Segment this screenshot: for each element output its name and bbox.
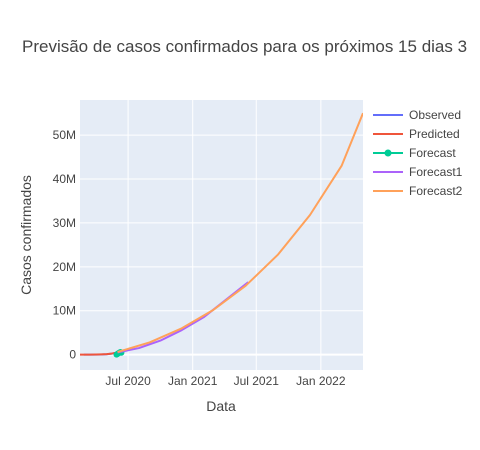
legend-label: Forecast2: [409, 184, 463, 198]
legend[interactable]: Observed Predicted Forecast Forecast1 Foreca…: [373, 108, 463, 198]
grid: [80, 100, 363, 370]
y-tick-label: 30M: [53, 216, 76, 230]
x-tick-label: Jul 2020: [105, 374, 151, 388]
series-layer: [80, 112, 363, 358]
x-tick-label: Jan 2021: [168, 374, 218, 388]
y-axis-title: Casos confirmados: [18, 175, 34, 295]
x-axis: Jul 2020 Jan 2021 Jul 2021 Jan 2022: [105, 374, 345, 388]
legend-label: Forecast1: [409, 165, 463, 179]
legend-item-forecast1[interactable]: Forecast1: [373, 165, 463, 179]
legend-item-forecast2[interactable]: Forecast2: [373, 184, 463, 198]
plot-area: [80, 100, 363, 370]
y-tick-label: 50M: [53, 128, 76, 142]
series-predicted: [80, 351, 117, 356]
series-line-predicted: [80, 351, 117, 356]
x-tick-label: Jul 2021: [234, 374, 280, 388]
y-tick-label: 0: [69, 348, 76, 362]
y-axis: 0 10M 20M 30M 40M 50M: [53, 128, 77, 362]
legend-item-forecast[interactable]: Forecast: [373, 146, 456, 160]
legend-label: Predicted: [409, 127, 460, 141]
series-line-forecast2: [117, 112, 363, 353]
y-tick-label: 10M: [53, 304, 76, 318]
legend-label: Forecast: [409, 146, 456, 160]
legend-item-predicted[interactable]: Predicted: [373, 127, 460, 141]
legend-label: Observed: [409, 108, 461, 122]
chart-title: Previsão de casos confirmados para os pr…: [22, 37, 467, 56]
legend-marker: [384, 149, 392, 157]
legend-item-observed[interactable]: Observed: [373, 108, 461, 122]
y-tick-label: 40M: [53, 172, 76, 186]
series-forecast2: [117, 112, 363, 353]
x-tick-label: Jan 2022: [296, 374, 346, 388]
x-axis-title: Data: [206, 398, 236, 414]
y-tick-label: 20M: [53, 260, 76, 274]
